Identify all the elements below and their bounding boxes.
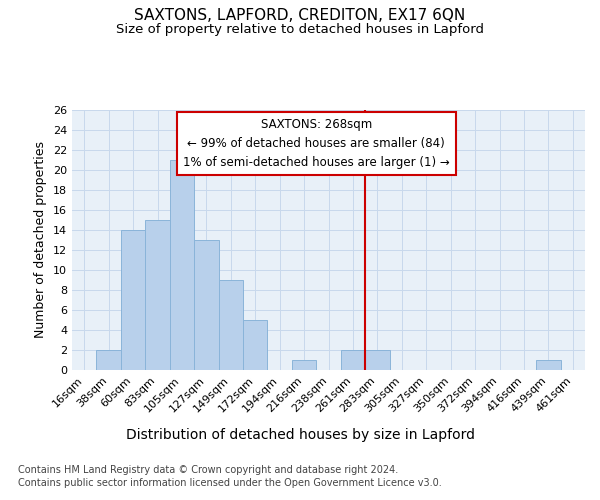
Bar	[243, 320, 268, 370]
Bar	[145, 220, 170, 370]
Text: Contains public sector information licensed under the Open Government Licence v3: Contains public sector information licen…	[18, 478, 442, 488]
Bar	[97, 350, 121, 370]
Bar	[536, 360, 560, 370]
Y-axis label: Number of detached properties: Number of detached properties	[34, 142, 47, 338]
Bar	[218, 280, 243, 370]
Bar	[194, 240, 218, 370]
Bar	[292, 360, 316, 370]
Text: Distribution of detached houses by size in Lapford: Distribution of detached houses by size …	[125, 428, 475, 442]
Text: Contains HM Land Registry data © Crown copyright and database right 2024.: Contains HM Land Registry data © Crown c…	[18, 465, 398, 475]
Bar	[170, 160, 194, 370]
Text: Size of property relative to detached houses in Lapford: Size of property relative to detached ho…	[116, 22, 484, 36]
Bar	[121, 230, 145, 370]
Bar	[341, 350, 365, 370]
Text: SAXTONS, LAPFORD, CREDITON, EX17 6QN: SAXTONS, LAPFORD, CREDITON, EX17 6QN	[134, 8, 466, 22]
Text: SAXTONS: 268sqm
← 99% of detached houses are smaller (84)
1% of semi-detached ho: SAXTONS: 268sqm ← 99% of detached houses…	[183, 118, 449, 169]
Bar	[365, 350, 389, 370]
